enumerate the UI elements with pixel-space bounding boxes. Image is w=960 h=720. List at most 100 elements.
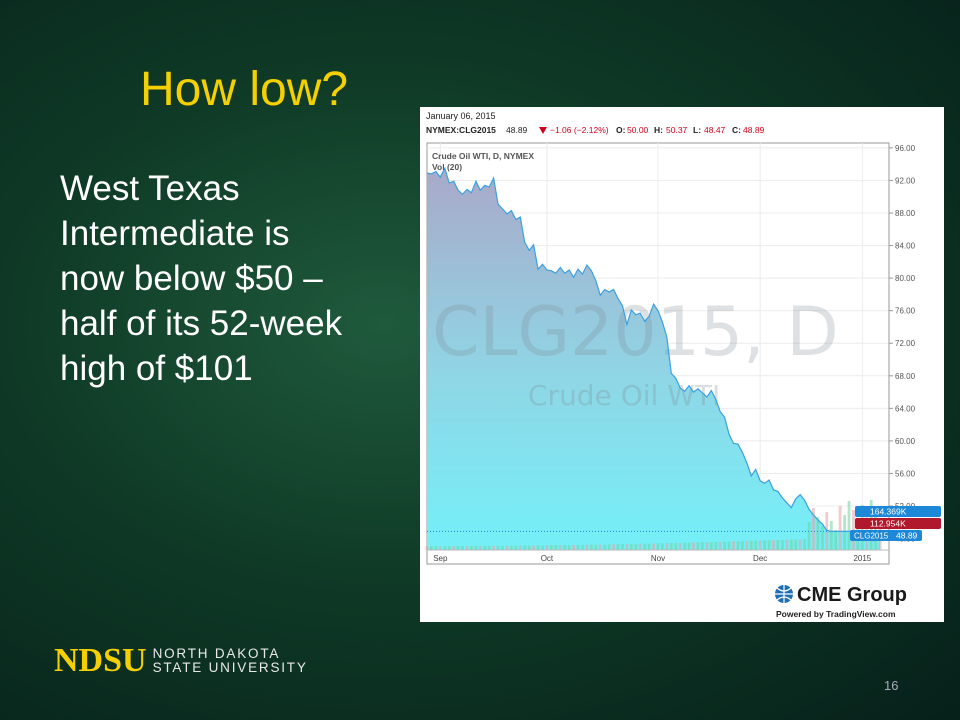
y-tick-label: 56.00: [895, 469, 916, 478]
volume-bar: [776, 540, 780, 550]
x-tick-label: 2015: [853, 554, 871, 563]
volume-bar: [874, 509, 878, 550]
volume-bar: [709, 542, 713, 550]
down-arrow-icon: [539, 127, 547, 134]
slide-title: How low?: [140, 63, 349, 116]
volume-bar: [767, 540, 771, 550]
volume-bar: [674, 543, 678, 550]
volume-bar: [558, 545, 562, 550]
x-tick-label: Sep: [433, 554, 448, 563]
volume-bar: [758, 540, 762, 550]
volume-bar: [789, 539, 793, 550]
price-label-symbol: CLG2015: [854, 532, 889, 541]
volume-bar: [683, 542, 687, 550]
open-value: 50.00: [627, 125, 649, 135]
price-area: [427, 168, 881, 550]
y-tick-label: 84.00: [895, 242, 916, 251]
high-label: H:: [654, 125, 663, 135]
volume-bar: [492, 545, 495, 550]
volume-bar: [807, 522, 811, 550]
volume-bar: [798, 539, 802, 550]
ndsu-line1: NORTH DAKOTA: [152, 646, 281, 661]
volume-bar: [434, 546, 438, 550]
volume-bar: [474, 545, 478, 550]
volume-bar: [647, 543, 651, 550]
volume-bar: [563, 545, 567, 550]
tradingview-credit: Powered by TradingView.com: [776, 609, 896, 619]
volume-bar: [723, 541, 726, 550]
volume-bar: [594, 544, 598, 550]
close-value: 48.89: [743, 125, 765, 135]
volume-bar: [843, 515, 846, 550]
volume-bar: [532, 545, 535, 550]
x-tick-label: Nov: [651, 554, 665, 563]
volume-bar: [816, 517, 820, 550]
slide-body-text: West Texas Intermediate is now below $50…: [60, 169, 343, 388]
volume-bar: [567, 545, 571, 550]
chart-change: −1.06 (−2.12%): [550, 125, 609, 135]
volume-bar: [781, 539, 784, 550]
chart-symbol: NYMEX:CLG2015: [426, 125, 496, 135]
volume-bar: [621, 544, 624, 550]
volume-bar: [829, 521, 833, 550]
close-label: C:: [732, 125, 741, 135]
price-chart: January 06, 2015 NYMEX:CLG2015 48.89 −1.…: [425, 111, 941, 619]
y-tick-label: 68.00: [895, 372, 916, 381]
volume-bar: [736, 541, 740, 550]
volume-label-red: 112.954K: [870, 519, 906, 529]
ndsu-logo: NDSU NORTH DAKOTA STATE UNIVERSITY: [54, 641, 308, 681]
volume-bar: [550, 545, 553, 550]
y-tick-label: 88.00: [895, 209, 916, 218]
watermark-name: Crude Oil WTI: [528, 379, 720, 412]
volume-bar: [834, 530, 838, 550]
low-value: 48.47: [704, 125, 726, 135]
high-value: 50.37: [666, 125, 688, 135]
volume-bar: [576, 544, 580, 550]
watermark-symbol: CLG2015, D: [432, 293, 839, 372]
volume-bar: [629, 544, 633, 550]
volume-bar: [465, 545, 469, 550]
price-line: [426, 166, 881, 532]
volume-bar: [430, 546, 433, 550]
volume-bar: [607, 544, 611, 550]
volume-bar: [727, 541, 731, 550]
volume-bar: [447, 546, 451, 550]
volume-label-blue-box: [855, 506, 941, 517]
volume-bar: [838, 506, 842, 550]
volume-bar: [510, 545, 513, 550]
volume-bar: [763, 540, 766, 550]
y-tick-label: 60.00: [895, 437, 916, 446]
volume-bar: [643, 543, 647, 550]
volume-bar: [518, 545, 522, 550]
volume-bar: [598, 544, 602, 550]
volume-bar: [461, 545, 464, 550]
volume-bar: [696, 542, 700, 550]
volume-bar: [541, 545, 544, 550]
volume-label-blue: 164.369K: [870, 507, 907, 517]
volume-bar: [452, 546, 456, 550]
volume-bar: [514, 545, 518, 550]
volume-bar: [603, 544, 607, 550]
ndsu-fullname: NORTH DAKOTA STATE UNIVERSITY: [153, 647, 308, 675]
page-number: 16: [884, 678, 899, 693]
volume-bar: [625, 544, 629, 550]
volume-bar: [590, 544, 593, 550]
ndsu-line2: STATE UNIVERSITY: [152, 660, 308, 675]
volume-bar: [692, 542, 695, 550]
volume-bar: [456, 546, 460, 550]
y-tick-label: 64.00: [895, 404, 916, 413]
volume-bar: [523, 545, 527, 550]
volume-bar: [749, 540, 753, 550]
y-tick-label: 80.00: [895, 274, 916, 283]
y-tick-label: 76.00: [895, 307, 916, 316]
volume-bar: [669, 543, 673, 550]
price-label-box: [850, 530, 922, 541]
volume-bar: [545, 545, 549, 550]
volume-bar: [572, 545, 575, 550]
volume-bar: [483, 545, 487, 550]
volume-bar: [616, 544, 620, 550]
volume-bar: [821, 526, 824, 550]
volume-bar: [612, 544, 615, 550]
volume-bar: [652, 543, 655, 550]
volume-bar: [478, 545, 482, 550]
